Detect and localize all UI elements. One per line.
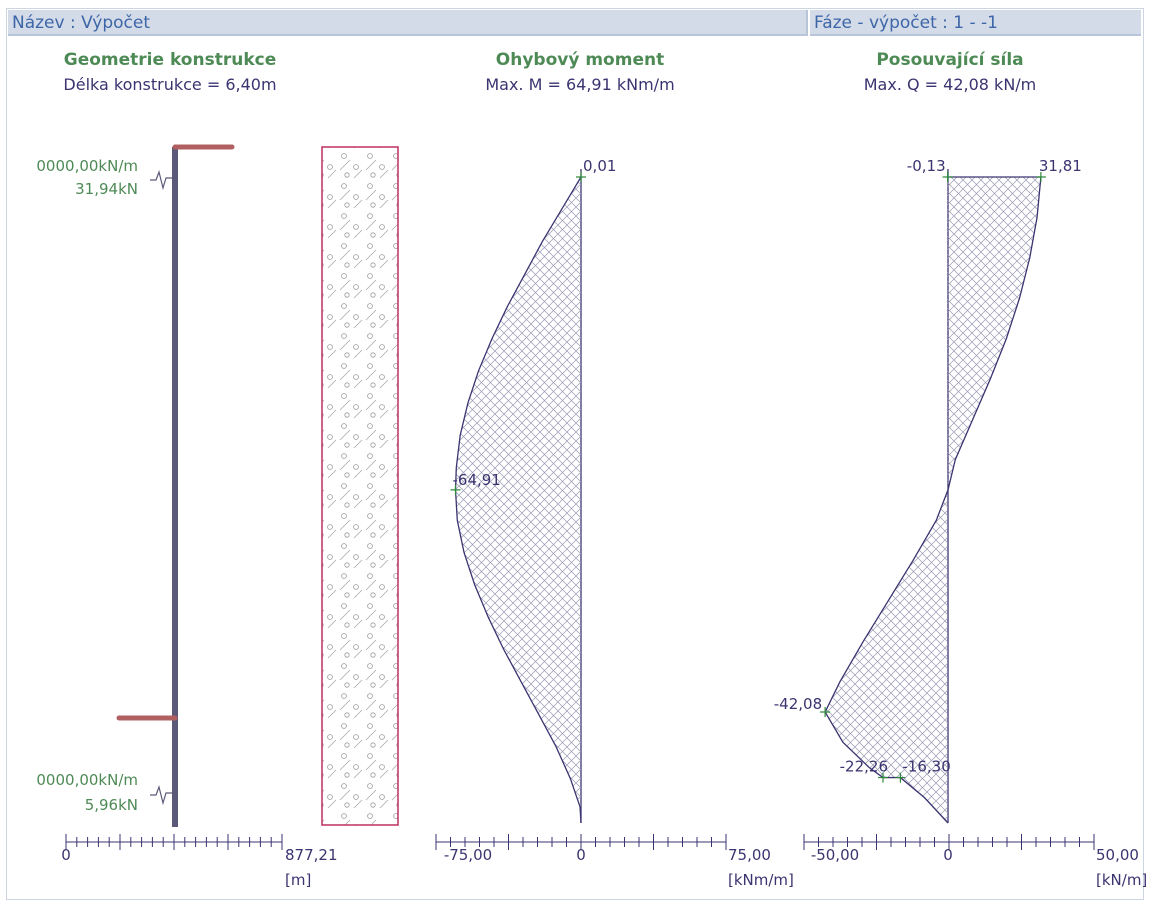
shear-value-label: -0,13 bbox=[907, 157, 946, 175]
shear-marker bbox=[878, 772, 889, 783]
geometry-title: Geometrie konstrukce bbox=[63, 50, 277, 70]
moment-axis-max: 75,00 bbox=[728, 846, 771, 864]
moment-value-label: -64,91 bbox=[453, 471, 501, 489]
moment-marker bbox=[450, 484, 461, 495]
phase-header-label: Fáze - výpočet : 1 - -1 bbox=[814, 13, 998, 33]
top-force-label: 31,94kN bbox=[75, 180, 138, 198]
shear-axis-min: -50,00 bbox=[811, 846, 859, 864]
soil-block bbox=[321, 146, 399, 826]
shear-marker bbox=[895, 772, 906, 783]
name-header-label: Název : Výpočet bbox=[12, 13, 151, 33]
moment-area bbox=[455, 177, 582, 823]
moment-title: Ohybový moment bbox=[495, 50, 665, 70]
shear-title: Posouvající síla bbox=[876, 50, 1024, 70]
output-frame bbox=[6, 8, 1144, 900]
shear-axis-zero: 0 bbox=[943, 846, 953, 864]
bottom-spring-icon bbox=[150, 784, 172, 806]
top-spring-icon bbox=[150, 169, 172, 191]
geometry-axis-min: 0 bbox=[61, 846, 71, 864]
moment-axis-min: -75,00 bbox=[444, 846, 492, 864]
shear-subtitle: Max. Q = 42,08 kN/m bbox=[863, 75, 1037, 94]
moment-diagram: 0,01 -64,91 bbox=[450, 157, 616, 824]
bottom-spring-label: 0000,00kN/m bbox=[36, 771, 138, 789]
moment-subtitle: Max. M = 64,91 kNm/m bbox=[485, 75, 675, 94]
shear-axis-unit: [kN/m] bbox=[1096, 871, 1147, 889]
moment-axis bbox=[435, 834, 727, 850]
geometry-axis-max: 877,21 bbox=[285, 846, 338, 864]
moment-curve bbox=[454, 176, 582, 824]
moment-value-label: 0,01 bbox=[583, 157, 616, 175]
phase-header: Fáze - výpočet : 1 - -1 bbox=[810, 10, 1141, 36]
shear-diagram: -0,13 31,81 -42,08 -22,26 -16,30 bbox=[774, 157, 1082, 824]
shear-value-label: -22,26 bbox=[840, 758, 888, 776]
shear-marker bbox=[1035, 172, 1046, 182]
moment-axis-unit: [kNm/m] bbox=[728, 871, 794, 889]
geometry-subtitle: Délka konstrukce = 6,40m bbox=[63, 75, 277, 94]
top-spring-label: 0000,00kN/m bbox=[36, 157, 138, 175]
shear-axis-max: 50,00 bbox=[1096, 846, 1139, 864]
shear-marker bbox=[820, 706, 831, 717]
moment-marker bbox=[576, 172, 587, 182]
shear-value-label: -42,08 bbox=[774, 695, 822, 713]
bottom-force-label: 5,96kN bbox=[85, 796, 138, 814]
shear-marker bbox=[942, 172, 953, 182]
moment-axis-zero: 0 bbox=[576, 846, 586, 864]
shear-area bbox=[825, 177, 1041, 823]
name-header: Název : Výpočet bbox=[8, 10, 808, 36]
geometry-axis bbox=[65, 834, 283, 850]
shear-axis bbox=[803, 834, 1095, 850]
shear-value-label: -16,30 bbox=[902, 758, 950, 776]
shear-curve bbox=[824, 176, 1042, 824]
geometry-axis-unit: [m] bbox=[285, 871, 311, 889]
sheet-pile-wall bbox=[172, 147, 178, 827]
shear-value-label: 31,81 bbox=[1039, 157, 1082, 175]
